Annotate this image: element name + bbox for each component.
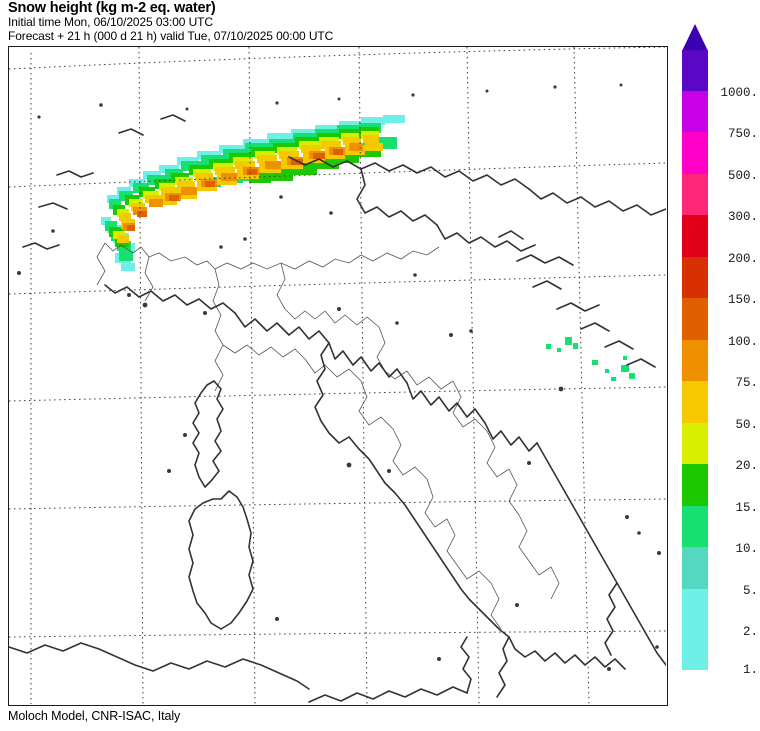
colorbar-segment — [682, 91, 708, 132]
forecast-validity-line: Forecast + 21 h (000 d 21 h) valid Tue, … — [8, 28, 334, 43]
parallel-line — [9, 274, 666, 295]
initial-time-line: Initial time Mon, 06/10/2025 03:00 UTC — [8, 15, 213, 29]
admin-boundaries-layer — [96, 242, 560, 630]
colorbar-segment — [682, 381, 708, 423]
island-dots-layer — [17, 83, 661, 671]
model-credit: Moloch Model, CNR-ISAC, Italy — [8, 709, 181, 723]
colorbar-tick-label: 1000. — [720, 86, 758, 100]
colorbar-labels: 1000. 750. 500. 300. 200. 150. 100. 75. … — [712, 50, 758, 680]
map-frame[interactable] — [8, 46, 668, 706]
colorbar-segment — [682, 506, 708, 547]
parallel-line — [9, 498, 666, 510]
colorbar-tick-label: 5. — [742, 584, 758, 598]
colorbar-segment — [682, 50, 708, 91]
map-canvas — [9, 47, 667, 705]
colorbar-segment — [682, 464, 708, 506]
colorbar-arrow-cap — [682, 24, 708, 51]
colorbar-tick-label: 20. — [735, 459, 758, 473]
colorbar-segment — [682, 340, 708, 381]
colorbar-tick-label: 750. — [727, 127, 758, 141]
colorbar-segment — [682, 132, 708, 174]
colorbar-segment — [682, 215, 708, 257]
page-title: Snow height (kg m-2 eq. water) — [8, 0, 216, 16]
colorbar-tick-label: 15. — [735, 501, 758, 515]
colorbar-tick-label: 10. — [735, 542, 758, 556]
colorbar-tick-label: 1. — [742, 663, 758, 677]
colorbar — [682, 24, 708, 670]
colorbar-tick-label: 100. — [727, 335, 758, 349]
graticule-layer — [9, 47, 666, 704]
meridian-line — [138, 47, 144, 704]
colorbar-tick-label: 75. — [735, 376, 758, 390]
colorbar-segment — [682, 174, 708, 215]
map-graphics — [9, 47, 666, 704]
meridian-line — [466, 47, 480, 704]
parallel-line — [9, 386, 666, 402]
colorbar-tick-label: 500. — [727, 169, 758, 183]
parallel-line — [9, 47, 666, 70]
colorbar-segment — [682, 257, 708, 298]
meridian-line — [573, 47, 590, 704]
parallel-line — [9, 630, 666, 638]
snow-band-5-10 — [105, 123, 635, 381]
colorbar-segment — [682, 547, 708, 589]
colorbar-tick-label: 200. — [727, 252, 758, 266]
colorbar-segment — [682, 298, 708, 340]
colorbar-tick-label: 50. — [735, 418, 758, 432]
colorbar-segment — [682, 630, 708, 670]
colorbar-tick-label: 2. — [742, 625, 758, 639]
colorbar-tick-label: 300. — [727, 210, 758, 224]
colorbar-tick-label: 150. — [727, 293, 758, 307]
colorbar-segment — [682, 423, 708, 464]
coastline-layer — [9, 114, 666, 703]
snow-band-75-100 — [127, 149, 343, 231]
colorbar-segment — [682, 589, 708, 630]
snow-field-layer — [101, 115, 635, 381]
header: Snow height (kg m-2 eq. water) Initial t… — [8, 0, 668, 43]
